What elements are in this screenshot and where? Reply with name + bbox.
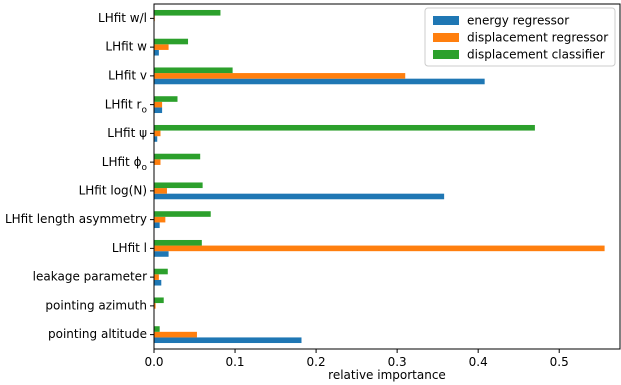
bar-displacement-regressor-10 [154,303,156,309]
bar-displacement-classifier-10 [154,297,164,304]
x-tick-label-1: 0.1 [225,355,244,369]
bar-displacement-regressor-2 [154,73,406,79]
y-tick-label-6: LHfit log(N) [79,183,147,197]
bar-displacement-regressor-11 [154,331,197,338]
bar-energy-regressor-1 [154,49,159,56]
bar-energy-regressor-7 [154,222,160,229]
bar-displacement-classifier-5 [154,153,201,160]
bar-energy-regressor-3 [154,107,163,114]
bar-energy-regressor-9 [154,279,162,286]
bar-displacement-classifier-3 [154,96,178,102]
y-tick-label-11: pointing altitude [48,327,147,341]
bar-displacement-regressor-7 [154,216,166,223]
bar-displacement-classifier-11 [154,326,160,332]
bar-displacement-classifier-1 [154,38,189,45]
y-tick-label-5: LHfit ϕo [102,155,148,173]
legend-label-0: energy regressor [467,14,569,28]
y-axis-ticks: LHfit w/l LHfit w LHfit v LHfit ro LHfit ψ LH… [5,11,154,341]
x-axis-ticks: 0.0 0.1 0.2 0.3 0.4 0.5 [144,349,569,369]
y-tick-label-4: LHfit ψ [107,126,147,140]
bar-displacement-regressor-8 [154,245,605,252]
bar-displacement-classifier-8 [154,239,202,246]
bar-energy-regressor-4 [154,136,158,142]
legend-swatch-2 [433,50,459,59]
y-tick-label-3: LHfit ro [105,97,148,115]
bar-displacement-classifier-0 [154,9,221,16]
legend-label-1: displacement regressor [467,31,608,45]
legend-box [424,7,616,67]
bars-group [154,9,605,344]
bar-displacement-regressor-4 [154,130,161,137]
y-tick-label-7: LHfit length asymmetry [5,212,147,226]
x-tick-label-4: 0.4 [469,355,488,369]
x-axis-label: relative importance [328,368,446,382]
bar-displacement-classifier-4 [154,124,535,131]
bar-displacement-regressor-5 [154,159,161,165]
legend-swatch-0 [433,16,459,25]
bar-displacement-classifier-9 [154,268,168,275]
bar-displacement-classifier-6 [154,182,203,189]
plot-frame [153,3,621,350]
bar-displacement-regressor-6 [154,188,167,194]
bar-energy-regressor-6 [154,193,445,200]
y-tick-label-0: LHfit w/l [98,11,147,25]
y-tick-label-10: pointing azimuth [45,298,147,312]
y-tick-label-2: LHfit v [108,68,147,82]
bar-displacement-regressor-9 [154,274,159,280]
x-tick-label-5: 0.5 [550,355,569,369]
bar-displacement-classifier-7 [154,211,211,217]
legend-swatch-1 [433,33,459,42]
bar-displacement-regressor-3 [154,101,163,108]
x-tick-label-2: 0.2 [307,355,326,369]
bar-energy-regressor-8 [154,251,169,257]
y-tick-label-1: LHfit w [105,40,147,54]
bar-displacement-classifier-2 [154,67,233,74]
bar-energy-regressor-2 [154,78,485,85]
legend: energy regressor displacement regressor di… [424,7,616,67]
y-tick-label-9: leakage parameter [33,270,147,284]
x-tick-label-0: 0.0 [144,355,163,369]
x-tick-label-3: 0.3 [388,355,407,369]
y-tick-label-8: LHfit l [112,241,147,255]
legend-label-2: displacement classifier [467,48,605,62]
bar-displacement-regressor-1 [154,44,169,50]
bar-energy-regressor-11 [154,337,302,344]
